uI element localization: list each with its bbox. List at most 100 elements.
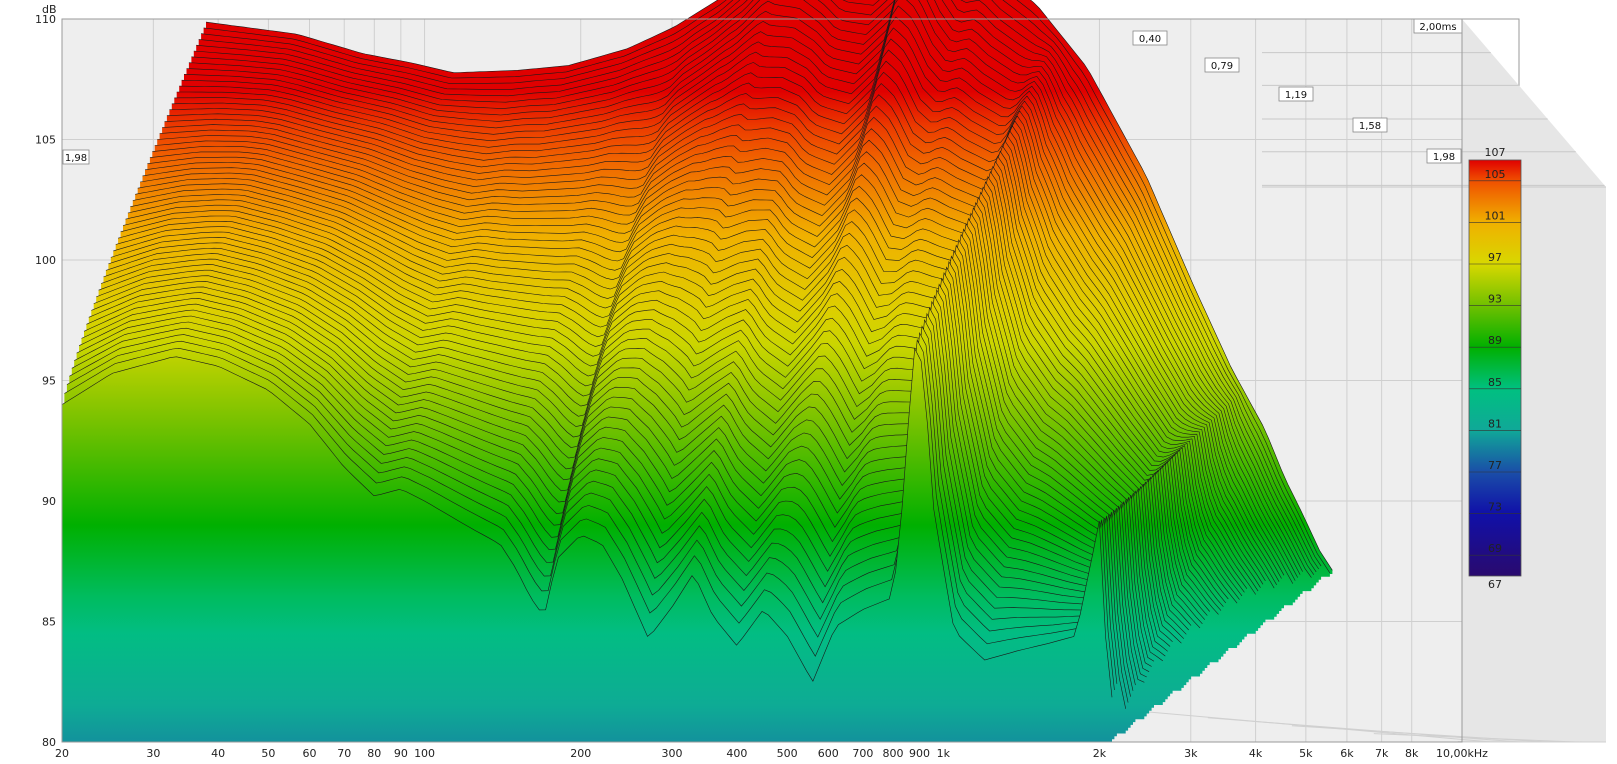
time-tick-label: 1,19: [1285, 90, 1307, 101]
slice-line: [64, 338, 1115, 691]
color-scale-legend: 107 105 101 97 93 89 85 81 77 73 69 67: [1468, 146, 1522, 591]
slice-fill: [62, 348, 1112, 742]
color-scale-label: 69: [1488, 542, 1502, 555]
slice-line: [149, 139, 1245, 593]
color-scale-label: 105: [1485, 168, 1506, 181]
x-tick-label: 80: [367, 747, 381, 760]
slice-line: [201, 0, 1322, 567]
x-tick-label: 10,00kHz: [1436, 747, 1488, 760]
x-tick-label: 6k: [1340, 747, 1354, 760]
slice-line: [179, 5, 1294, 584]
slice-line: [196, 0, 1317, 573]
slice-line: [88, 277, 1152, 667]
color-scale-bar: [1468, 159, 1522, 577]
left-time-tick-box: [62, 149, 90, 165]
slice-line: [76, 306, 1134, 691]
slice-line: [164, 71, 1266, 581]
slice-line: [147, 150, 1243, 597]
x-tick-label: 90: [394, 747, 408, 760]
color-scale-label: 97: [1488, 251, 1502, 264]
slice-line: [113, 223, 1189, 631]
color-scale-label: 101: [1485, 209, 1506, 222]
color-scale-label: 73: [1488, 501, 1502, 514]
slice-line: [142, 160, 1238, 604]
slice-line: [205, 0, 1333, 571]
x-tick-label: 3k: [1184, 747, 1198, 760]
y-tick-label: 105: [35, 134, 56, 147]
slice-line: [103, 244, 1173, 643]
x-tick-label: 20: [55, 747, 69, 760]
slice-line: [137, 170, 1227, 604]
slice-line: [69, 325, 1126, 709]
slice-line: [191, 0, 1312, 578]
time-tick-label: 2,00ms: [1419, 22, 1456, 33]
slice-line: [91, 271, 1155, 662]
slice-line: [198, 0, 1319, 570]
color-scale-label: 77: [1488, 459, 1502, 472]
slice-line: [169, 49, 1277, 586]
left-time-tick-label: 1,98: [65, 153, 87, 164]
slice-line: [125, 196, 1208, 616]
slice-line: [83, 289, 1147, 678]
slice-line: [120, 207, 1203, 625]
time-tick-box: [1278, 86, 1314, 102]
slice-line: [176, 16, 1285, 576]
slice-line: [81, 294, 1145, 683]
slice-line: [152, 128, 1248, 589]
slice-line: [140, 165, 1229, 600]
slice-line: [122, 201, 1206, 620]
slice-line: [174, 27, 1282, 579]
x-tick-label: 700: [852, 747, 873, 760]
color-scale-label: 89: [1488, 334, 1502, 347]
time-tick-label: 1,98: [1433, 152, 1455, 163]
slice-line: [108, 233, 1185, 639]
y-tick-label: 100: [35, 254, 56, 267]
x-tick-label: 40: [211, 747, 225, 760]
x-tick-label: 500: [777, 747, 798, 760]
slice-line: [105, 239, 1182, 644]
x-tick-label: 5k: [1299, 747, 1313, 760]
x-tick-label: 200: [570, 747, 591, 760]
x-tick-label: 70: [337, 747, 351, 760]
x-tick-label: 30: [146, 747, 160, 760]
x-tick-label: 300: [662, 747, 683, 760]
slice-line: [181, 0, 1296, 581]
slice-line: [93, 266, 1163, 662]
x-tick-label: 900: [909, 747, 930, 760]
slice-line: [193, 0, 1315, 575]
slice-line: [101, 249, 1171, 647]
time-tick-box: [1426, 148, 1462, 164]
slice-line: [115, 217, 1192, 626]
time-tick-box: [1352, 117, 1388, 133]
slice-line: [188, 0, 1303, 572]
y-tick-label: 90: [42, 495, 56, 508]
slice-line: [162, 83, 1264, 585]
x-tick-label: 800: [883, 747, 904, 760]
slice-line: [144, 155, 1240, 600]
slice-line: [86, 283, 1150, 672]
slice-line: [183, 0, 1298, 578]
slice-line: [78, 300, 1136, 686]
slice-line: [166, 60, 1275, 589]
slice-line: [127, 191, 1210, 612]
x-tick-label: 600: [818, 747, 839, 760]
plot-frame: [61, 18, 1463, 743]
slice-line: [118, 212, 1201, 629]
slice-line: [203, 0, 1331, 574]
color-scale-label: 85: [1488, 376, 1502, 389]
slice-line: [74, 312, 1131, 697]
waterfall-slices: [61, 0, 1333, 742]
color-scale-label: 67: [1488, 578, 1502, 591]
y-tick-label: 85: [42, 616, 56, 629]
time-tick-label: 1,58: [1359, 121, 1381, 132]
x-tick-label: 60: [302, 747, 316, 760]
time-tick-box: [1204, 57, 1240, 73]
time-tick-label: 0,40: [1139, 34, 1161, 45]
slice-line: [61, 347, 1113, 698]
slice-line: [186, 0, 1301, 575]
y-axis-tick-labels: 80 85 90 95 100 105 110: [35, 13, 56, 749]
y-tick-label: 95: [42, 375, 56, 388]
y-tick-label: 110: [35, 13, 56, 26]
slice-line: [130, 186, 1219, 615]
